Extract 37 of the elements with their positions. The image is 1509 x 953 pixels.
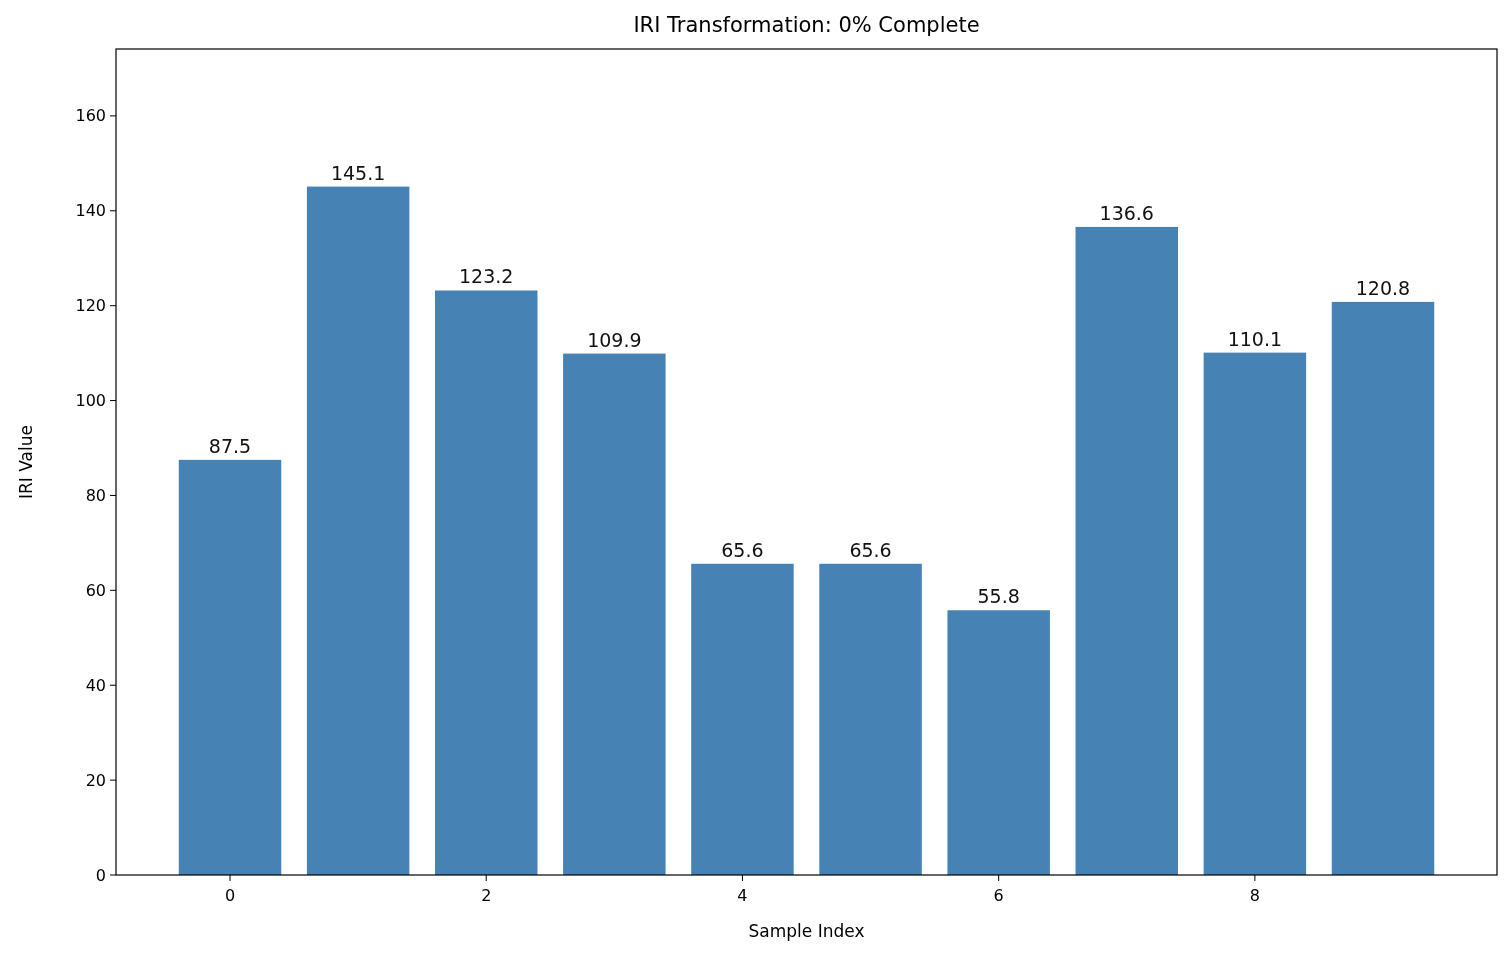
y-tick-label: 60 bbox=[85, 580, 106, 600]
y-tick-label: 140 bbox=[75, 201, 106, 221]
data-label: 87.5 bbox=[208, 434, 252, 457]
x-tick-label: 0 bbox=[224, 886, 236, 905]
bar bbox=[563, 353, 666, 875]
bar bbox=[1203, 352, 1307, 875]
data-label: 110.1 bbox=[1227, 327, 1283, 350]
bar bbox=[1331, 301, 1435, 875]
x-tick-label: 8 bbox=[1249, 886, 1260, 905]
y-tick-label: 20 bbox=[85, 770, 106, 790]
data-label: 120.8 bbox=[1355, 276, 1411, 299]
bar bbox=[306, 186, 410, 875]
data-label: 123.2 bbox=[459, 265, 514, 288]
bar bbox=[178, 459, 282, 875]
x-tick-label: 4 bbox=[737, 886, 748, 905]
chart-title: IRI Transformation: 0% Complete bbox=[633, 13, 980, 37]
data-label: 109.9 bbox=[587, 328, 642, 351]
y-tick-label: 160 bbox=[75, 106, 106, 126]
y-tick-label: 40 bbox=[85, 675, 106, 695]
y-tick-label: 80 bbox=[85, 486, 106, 506]
bar bbox=[819, 563, 922, 875]
x-tick-label: 6 bbox=[993, 886, 1004, 905]
data-label: 65.6 bbox=[849, 538, 892, 561]
data-label: 65.6 bbox=[721, 538, 764, 561]
y-tick-label: 0 bbox=[95, 865, 106, 885]
x-tick-label: 2 bbox=[481, 886, 492, 905]
bar bbox=[434, 290, 538, 875]
x-axis-title: Sample Index bbox=[748, 921, 865, 941]
bar bbox=[947, 610, 1050, 875]
bar bbox=[691, 563, 794, 875]
y-tick-label: 100 bbox=[75, 391, 106, 411]
bar bbox=[1075, 226, 1179, 875]
data-label: 136.6 bbox=[1099, 201, 1154, 224]
y-tick-label: 120 bbox=[75, 296, 106, 316]
y-axis-title: IRI Value bbox=[16, 425, 36, 499]
data-label: 145.1 bbox=[330, 161, 386, 184]
data-label: 55.8 bbox=[977, 585, 1020, 608]
